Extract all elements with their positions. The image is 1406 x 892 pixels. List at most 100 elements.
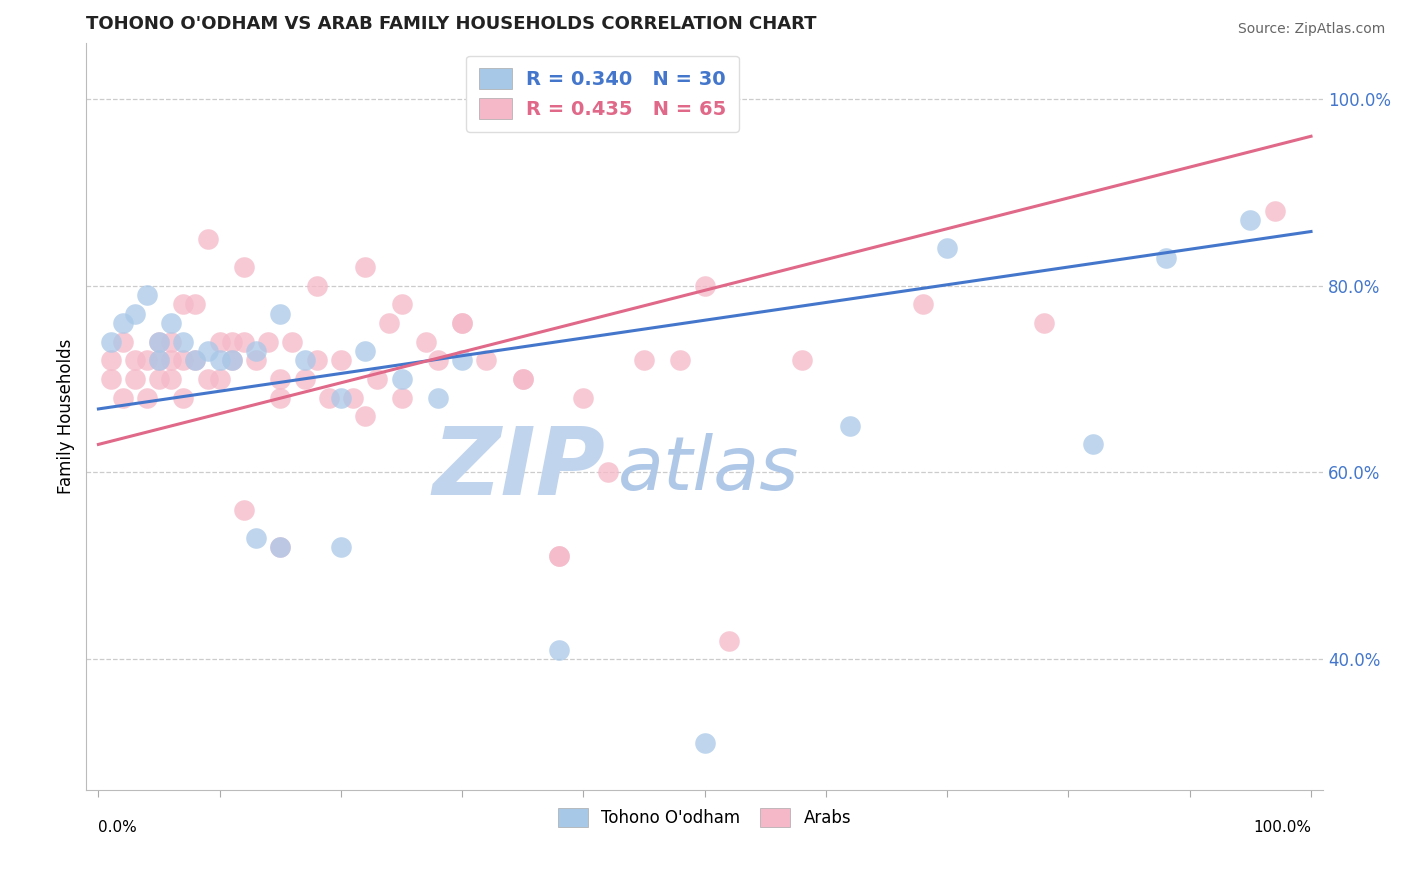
Point <box>172 297 194 311</box>
Point <box>221 353 243 368</box>
Point <box>1239 213 1261 227</box>
Point <box>148 334 170 349</box>
Point <box>172 334 194 349</box>
Point <box>475 353 498 368</box>
Point <box>596 466 619 480</box>
Point <box>208 334 231 349</box>
Point <box>124 307 146 321</box>
Point <box>548 643 571 657</box>
Point <box>135 353 157 368</box>
Point <box>366 372 388 386</box>
Point <box>197 232 219 246</box>
Point <box>378 316 401 330</box>
Point <box>451 316 474 330</box>
Point <box>135 288 157 302</box>
Point <box>391 391 413 405</box>
Point <box>257 334 280 349</box>
Point <box>354 344 377 359</box>
Text: atlas: atlas <box>619 433 800 505</box>
Point <box>172 353 194 368</box>
Point <box>160 334 183 349</box>
Point <box>172 391 194 405</box>
Point <box>415 334 437 349</box>
Point <box>693 278 716 293</box>
Point <box>294 372 316 386</box>
Point <box>318 391 340 405</box>
Point <box>208 372 231 386</box>
Point <box>512 372 534 386</box>
Point <box>100 353 122 368</box>
Point <box>269 372 291 386</box>
Point <box>572 391 595 405</box>
Text: 0.0%: 0.0% <box>98 820 138 835</box>
Point <box>245 531 267 545</box>
Point <box>305 353 328 368</box>
Point <box>111 334 134 349</box>
Point <box>100 334 122 349</box>
Point <box>1264 204 1286 219</box>
Point <box>184 353 207 368</box>
Point <box>693 736 716 750</box>
Point <box>426 391 449 405</box>
Point <box>184 297 207 311</box>
Point <box>790 353 813 368</box>
Point <box>329 540 352 554</box>
Point <box>839 418 862 433</box>
Point <box>354 260 377 274</box>
Point <box>232 260 254 274</box>
Point <box>305 278 328 293</box>
Point <box>269 307 291 321</box>
Point <box>148 353 170 368</box>
Point <box>512 372 534 386</box>
Point <box>1154 251 1177 265</box>
Point <box>391 297 413 311</box>
Point <box>548 549 571 564</box>
Text: 100.0%: 100.0% <box>1253 820 1310 835</box>
Y-axis label: Family Households: Family Households <box>58 339 75 494</box>
Point <box>245 344 267 359</box>
Point <box>936 241 959 255</box>
Point <box>135 391 157 405</box>
Point <box>245 353 267 368</box>
Point <box>548 549 571 564</box>
Point <box>124 353 146 368</box>
Point <box>281 334 304 349</box>
Point <box>148 353 170 368</box>
Point <box>160 353 183 368</box>
Point <box>426 353 449 368</box>
Point <box>111 316 134 330</box>
Point <box>232 503 254 517</box>
Point <box>1033 316 1056 330</box>
Point <box>451 353 474 368</box>
Point <box>100 372 122 386</box>
Point <box>269 540 291 554</box>
Point <box>451 316 474 330</box>
Legend: Tohono O'odham, Arabs: Tohono O'odham, Arabs <box>551 801 858 834</box>
Point <box>184 353 207 368</box>
Point <box>221 334 243 349</box>
Point <box>232 334 254 349</box>
Point <box>269 540 291 554</box>
Point <box>197 372 219 386</box>
Point <box>208 353 231 368</box>
Text: Source: ZipAtlas.com: Source: ZipAtlas.com <box>1237 22 1385 37</box>
Point <box>294 353 316 368</box>
Point <box>329 391 352 405</box>
Point <box>911 297 934 311</box>
Text: TOHONO O'ODHAM VS ARAB FAMILY HOUSEHOLDS CORRELATION CHART: TOHONO O'ODHAM VS ARAB FAMILY HOUSEHOLDS… <box>86 15 817 33</box>
Point <box>354 409 377 424</box>
Point <box>124 372 146 386</box>
Point <box>669 353 692 368</box>
Point <box>197 344 219 359</box>
Point <box>717 633 740 648</box>
Point <box>391 372 413 386</box>
Point <box>111 391 134 405</box>
Point <box>269 391 291 405</box>
Point <box>329 353 352 368</box>
Point <box>160 316 183 330</box>
Point <box>633 353 655 368</box>
Point <box>148 334 170 349</box>
Point <box>148 372 170 386</box>
Point <box>160 372 183 386</box>
Point <box>342 391 364 405</box>
